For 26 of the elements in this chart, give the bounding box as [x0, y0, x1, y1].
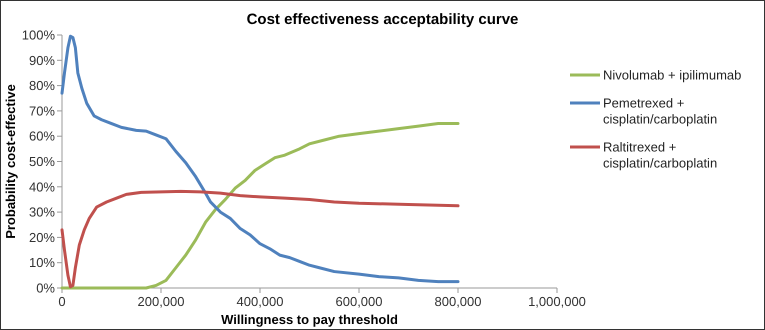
y-tick-label: 20%	[28, 230, 56, 245]
legend-label: Pemetrexed + cisplatin/carboplatin	[603, 96, 718, 126]
y-tick-label: 40%	[28, 179, 56, 194]
x-tick-label: 0	[58, 294, 66, 309]
y-tick-label: 50%	[28, 154, 56, 169]
x-tick-label: 200,000	[138, 294, 184, 309]
chart-title: Cost effectiveness acceptability curve	[246, 11, 518, 28]
y-tick-label: 10%	[28, 255, 56, 270]
y-tick-label: 60%	[28, 128, 56, 144]
legend-label: Raltitrexed + cisplatin/carboplatin	[603, 140, 718, 170]
y-tick-label: 80%	[28, 78, 56, 94]
y-tick-label: 70%	[28, 103, 56, 118]
y-tick-label: 30%	[28, 204, 56, 220]
line-series	[60, 122, 460, 290]
line-series	[60, 34, 460, 284]
y-axis-title: Probability cost-effective	[3, 84, 18, 239]
y-tick-label: 0%	[36, 280, 56, 296]
x-tick-label: 400,000	[236, 294, 284, 309]
x-axis-title: Willingness to pay threshold	[221, 312, 398, 327]
legend-label: Nivolumab + ipilimumab	[603, 68, 742, 82]
x-tick-label: 600,000	[336, 294, 382, 309]
x-tick-label: 800,000	[434, 294, 482, 309]
y-tick-label: 90%	[28, 52, 56, 68]
line-series	[60, 190, 460, 288]
x-tick-label: 1,000,000	[528, 294, 586, 309]
y-tick-label: 100%	[22, 28, 56, 42]
